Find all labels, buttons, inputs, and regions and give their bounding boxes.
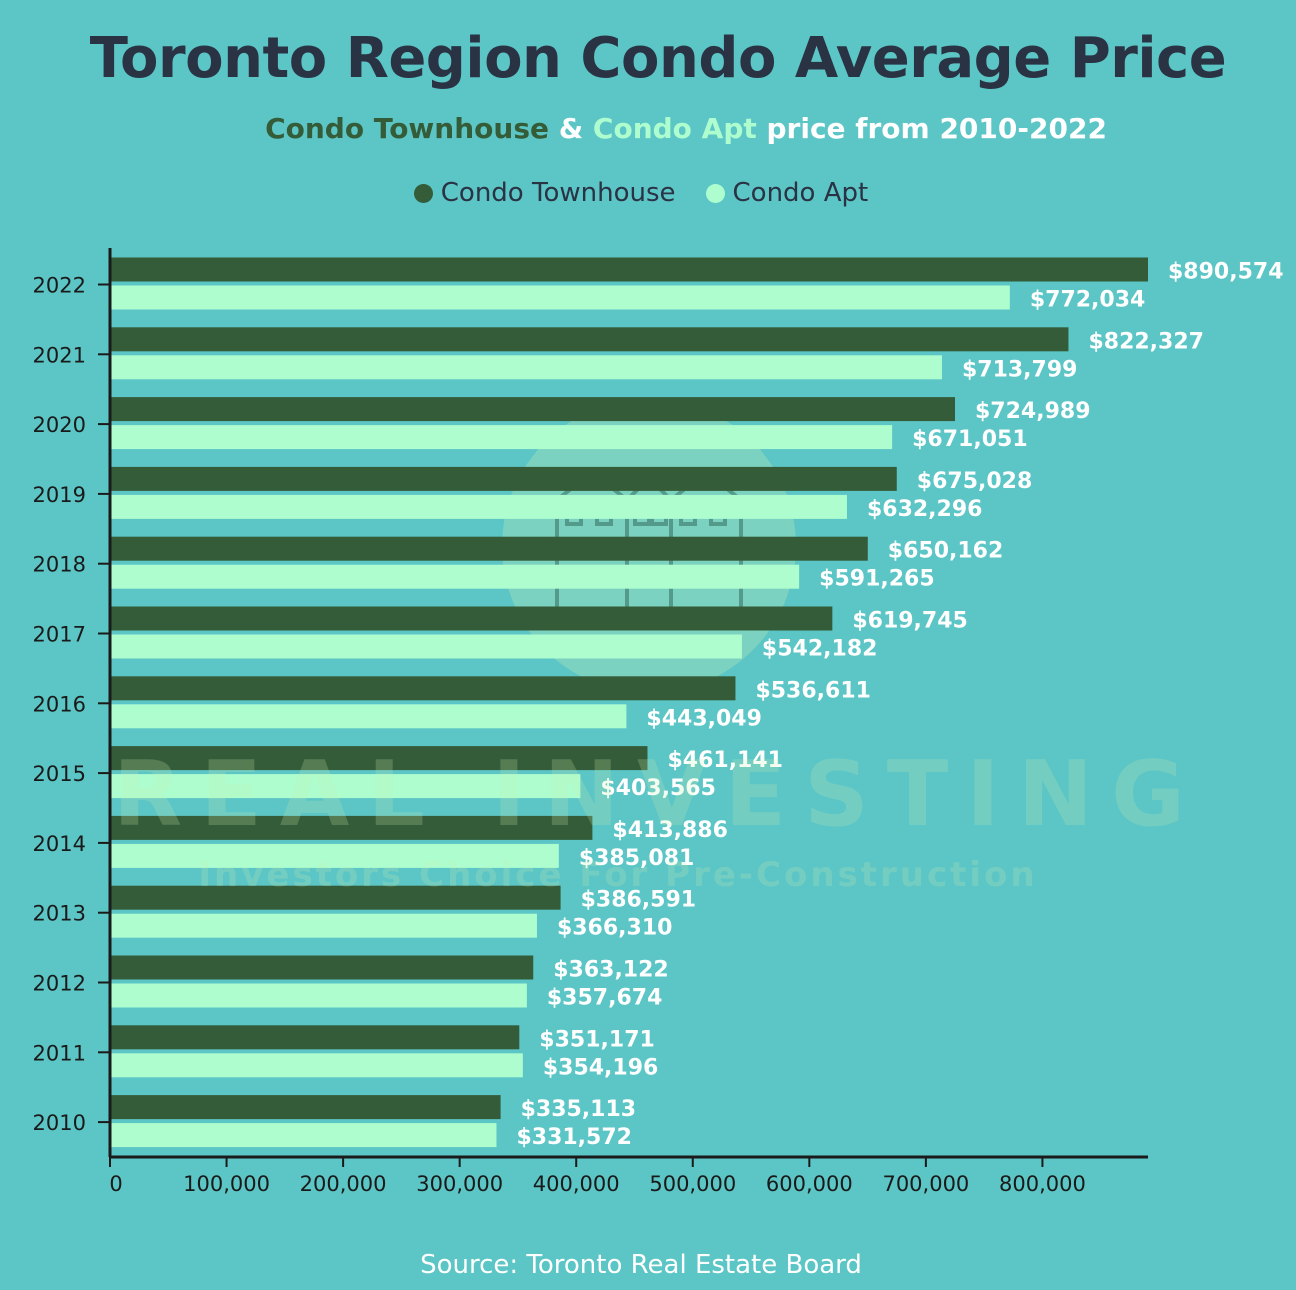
y-tick-label-2021: 2021 <box>33 343 86 367</box>
x-tick-label-100000: 100,000 <box>183 1172 270 1196</box>
data-label-apt-2010: $331,572 <box>516 1125 632 1150</box>
bar-apt-2022 <box>110 285 1010 310</box>
bar-apt-2011 <box>110 1053 523 1078</box>
bar-apt-2016 <box>110 704 627 729</box>
subtitle-ampersand: & <box>549 112 593 145</box>
bars-group: $890,574 $772,034 $822,327 $713,799 $724,989… <box>110 257 1284 1150</box>
y-tick-label-2012: 2012 <box>33 972 86 996</box>
bar-apt-2021 <box>110 355 942 380</box>
data-label-apt-2017: $542,182 <box>762 637 878 662</box>
data-label-apt-2015: $403,565 <box>600 776 716 801</box>
bar-townhouse-2019 <box>110 466 897 491</box>
y-tick-label-2020: 2020 <box>33 413 86 437</box>
bar-townhouse-2015 <box>110 746 648 771</box>
y-tick-label-2014: 2014 <box>33 832 86 856</box>
bar-townhouse-2013 <box>110 885 561 910</box>
bar-townhouse-2016 <box>110 676 736 701</box>
legend-swatch-apt <box>705 183 725 203</box>
data-label-apt-2021: $713,799 <box>962 357 1078 382</box>
data-label-apt-2011: $354,196 <box>543 1055 659 1080</box>
bar-townhouse-2020 <box>110 397 956 422</box>
subtitle-series-townhouse: Condo Townhouse <box>265 112 549 145</box>
y-tick-label-2016: 2016 <box>33 692 86 716</box>
subtitle-series-apt: Condo Apt <box>592 112 757 145</box>
data-label-townhouse-2022: $890,574 <box>1168 260 1284 285</box>
data-label-townhouse-2015: $461,141 <box>667 748 783 773</box>
bar-townhouse-2022 <box>110 257 1148 282</box>
y-tick-label-2011: 2011 <box>33 1041 86 1065</box>
legend-item-apt: Condo Apt <box>705 178 869 208</box>
data-label-townhouse-2020: $724,989 <box>975 399 1091 424</box>
data-label-apt-2012: $357,674 <box>547 986 663 1011</box>
y-tick-label-2019: 2019 <box>33 483 86 507</box>
y-tick-label-2010: 2010 <box>33 1111 86 1135</box>
bar-apt-2015 <box>110 774 581 799</box>
bar-apt-2012 <box>110 983 527 1008</box>
legend-item-townhouse: Condo Townhouse <box>413 178 676 208</box>
legend-label-townhouse: Condo Townhouse <box>440 178 676 208</box>
x-tick-label-800000: 800,000 <box>999 1172 1086 1196</box>
x-tick-label-0: 0 <box>109 1172 122 1196</box>
data-label-apt-2018: $591,265 <box>819 567 935 592</box>
data-label-townhouse-2018: $650,162 <box>888 539 1004 564</box>
legend-label-apt: Condo Apt <box>732 178 869 208</box>
data-label-apt-2020: $671,051 <box>912 427 1028 452</box>
x-tick-label-700000: 700,000 <box>882 1172 969 1196</box>
y-tick-label-2018: 2018 <box>33 553 86 577</box>
data-label-apt-2016: $443,049 <box>646 706 762 731</box>
data-label-townhouse-2019: $675,028 <box>917 469 1033 494</box>
bar-townhouse-2017 <box>110 606 833 631</box>
data-label-townhouse-2014: $413,886 <box>612 818 728 843</box>
chart-subtitle: Condo Townhouse & Condo Apt price from 2… <box>0 112 1296 145</box>
chart-source: Source: Toronto Real Estate Board <box>420 1250 862 1280</box>
y-tick-label-2022: 2022 <box>33 274 86 298</box>
y-tick-label-2013: 2013 <box>33 902 86 926</box>
data-label-townhouse-2021: $822,327 <box>1088 329 1204 354</box>
data-label-townhouse-2017: $619,745 <box>852 609 968 634</box>
bar-apt-2018 <box>110 564 800 589</box>
x-tick-label-400000: 400,000 <box>533 1172 620 1196</box>
axes-group: 2022 2021 2020 2019 2018 2017 2016 2015 2014 2013… <box>33 248 1148 1196</box>
bar-townhouse-2010 <box>110 1095 501 1120</box>
y-tick-label-2017: 2017 <box>33 623 86 647</box>
bar-apt-2013 <box>110 913 537 938</box>
data-label-townhouse-2011: $351,171 <box>539 1027 655 1052</box>
bar-apt-2017 <box>110 634 742 659</box>
x-tick-label-300000: 300,000 <box>416 1172 503 1196</box>
subtitle-rest: price from 2010-2022 <box>756 112 1107 145</box>
data-label-apt-2022: $772,034 <box>1030 288 1146 313</box>
bar-townhouse-2012 <box>110 955 534 980</box>
bar-townhouse-2018 <box>110 536 868 561</box>
x-tick-label-500000: 500,000 <box>649 1172 736 1196</box>
chart-legend: Condo Townhouse Condo Apt <box>0 178 1282 208</box>
legend-swatch-townhouse <box>413 183 433 203</box>
data-label-apt-2013: $366,310 <box>557 916 673 941</box>
x-tick-label-600000: 600,000 <box>766 1172 853 1196</box>
bar-townhouse-2011 <box>110 1025 520 1050</box>
y-tick-label-2015: 2015 <box>33 762 86 786</box>
data-label-apt-2014: $385,081 <box>579 846 695 871</box>
bar-apt-2020 <box>110 425 893 450</box>
bar-townhouse-2014 <box>110 815 593 840</box>
bar-apt-2010 <box>110 1123 497 1148</box>
chart-title: Toronto Region Condo Average Price <box>89 26 1227 91</box>
bar-apt-2019 <box>110 494 847 519</box>
x-tick-label-200000: 200,000 <box>300 1172 387 1196</box>
bar-townhouse-2021 <box>110 327 1069 352</box>
bar-apt-2014 <box>110 843 559 868</box>
data-label-townhouse-2012: $363,122 <box>553 958 669 983</box>
data-label-townhouse-2010: $335,113 <box>521 1097 637 1122</box>
data-label-townhouse-2013: $386,591 <box>581 888 697 913</box>
data-label-townhouse-2016: $536,611 <box>755 678 871 703</box>
data-label-apt-2019: $632,296 <box>867 497 983 522</box>
